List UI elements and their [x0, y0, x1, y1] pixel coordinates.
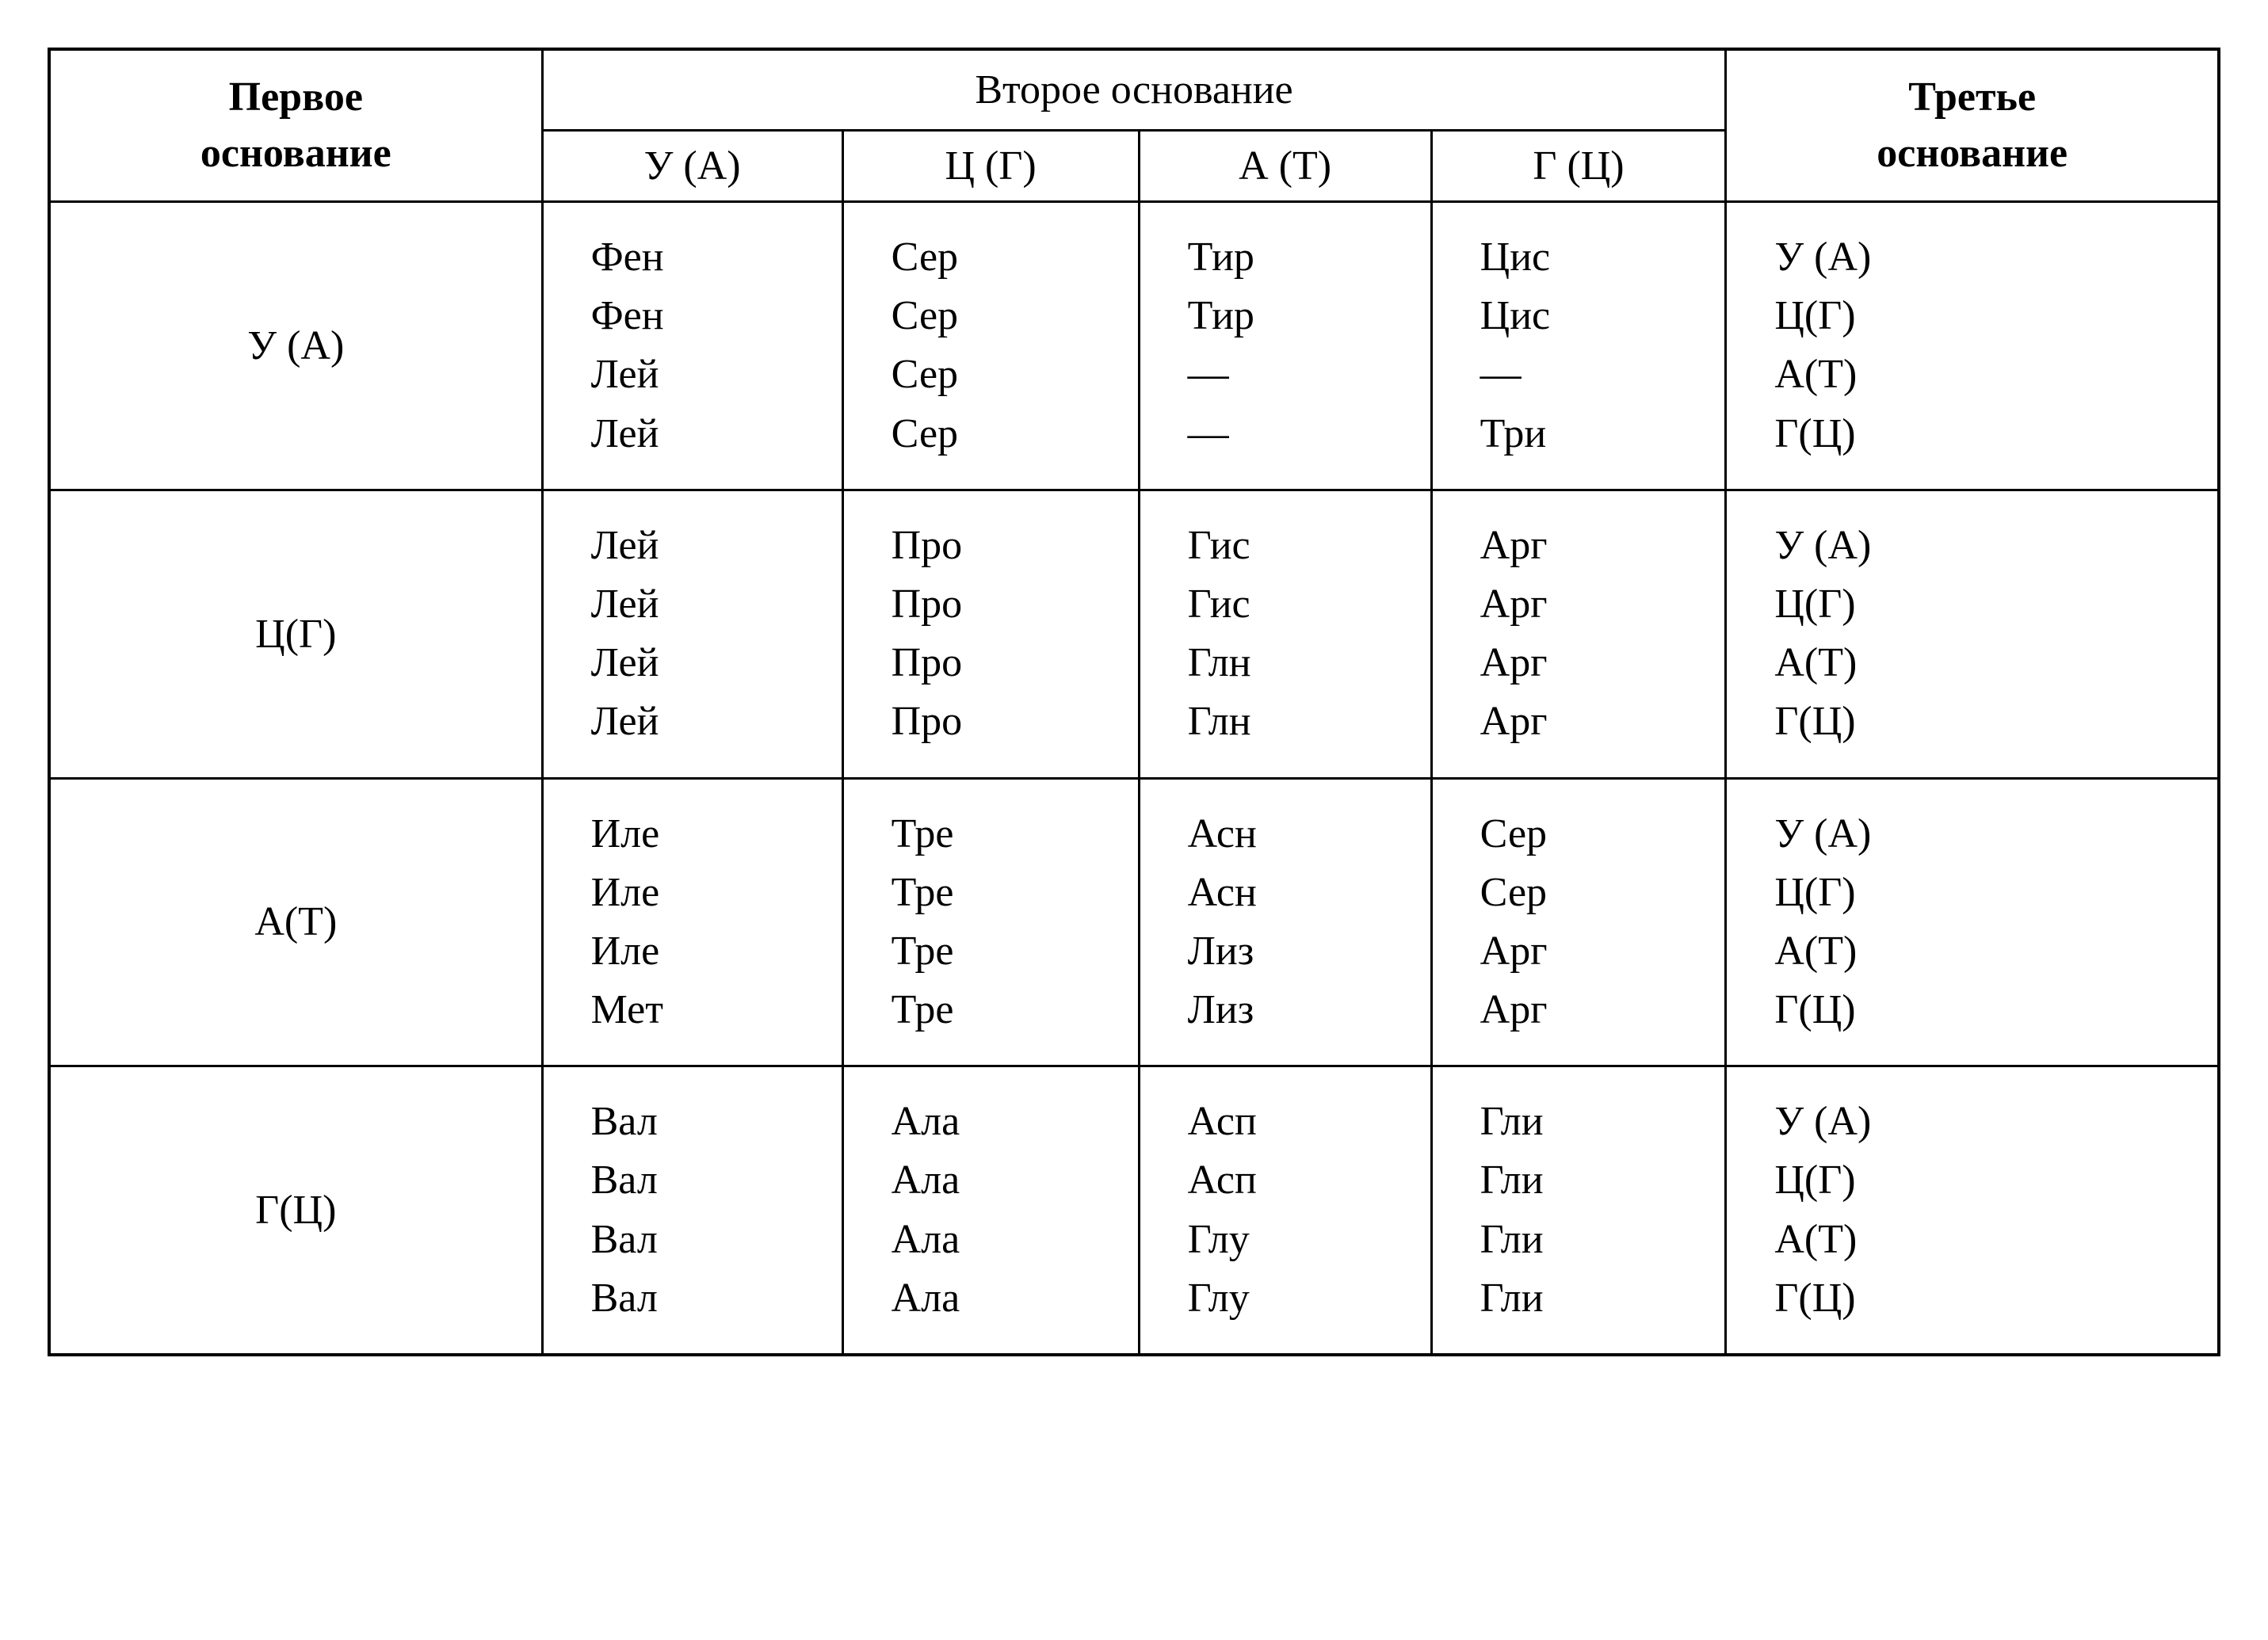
- cell: Тре Тре Тре Тре: [842, 778, 1139, 1066]
- cell: Вал Вал Вал Вал: [542, 1066, 842, 1355]
- cell: Лей Лей Лей Лей: [542, 490, 842, 778]
- row-label-c: Ц(Г): [49, 490, 542, 778]
- header-first-base: Первоеоснование: [49, 49, 542, 202]
- cell: Тир Тир — —: [1139, 202, 1431, 490]
- cell-third-base: У (А) Ц(Г) А(Т) Г(Ц): [1726, 490, 2219, 778]
- cell-third-base: У (А) Ц(Г) А(Т) Г(Ц): [1726, 202, 2219, 490]
- cell: Сер Сер Арг Арг: [1431, 778, 1726, 1066]
- codon-table: Первоеоснование Второе основание Третьео…: [48, 48, 2220, 1356]
- cell: Сер Сер Сер Сер: [842, 202, 1139, 490]
- subheader-a: А (Т): [1139, 131, 1431, 202]
- cell: Цис Цис — Три: [1431, 202, 1726, 490]
- subheader-c: Ц (Г): [842, 131, 1139, 202]
- header-third-base: Третьеоснование: [1726, 49, 2219, 202]
- table-row: А(Т) Иле Иле Иле Мет Тре Тре Тре Тре: [49, 778, 2219, 1066]
- subheader-u: У (А): [542, 131, 842, 202]
- row-label-g: Г(Ц): [49, 1066, 542, 1355]
- cell: Фен Фен Лей Лей: [542, 202, 842, 490]
- subheader-g: Г (Ц): [1431, 131, 1726, 202]
- header-second-base: Второе основание: [542, 49, 1726, 131]
- cell: Гис Гис Глн Глн: [1139, 490, 1431, 778]
- cell: Гли Гли Гли Гли: [1431, 1066, 1726, 1355]
- row-label-u: У (А): [49, 202, 542, 490]
- cell: Арг Арг Арг Арг: [1431, 490, 1726, 778]
- cell: Асп Асп Глу Глу: [1139, 1066, 1431, 1355]
- cell-third-base: У (А) Ц(Г) А(Т) Г(Ц): [1726, 1066, 2219, 1355]
- table-row: Г(Ц) Вал Вал Вал Вал Ала Ала Ала Ала: [49, 1066, 2219, 1355]
- row-label-a: А(Т): [49, 778, 542, 1066]
- cell: Про Про Про Про: [842, 490, 1139, 778]
- cell: Иле Иле Иле Мет: [542, 778, 842, 1066]
- cell: Асн Асн Лиз Лиз: [1139, 778, 1431, 1066]
- table-row: У (А) Фен Фен Лей Лей Сер Сер Сер Сер: [49, 202, 2219, 490]
- cell: Ала Ала Ала Ала: [842, 1066, 1139, 1355]
- table-row: Ц(Г) Лей Лей Лей Лей Про Про Про Про: [49, 490, 2219, 778]
- cell-third-base: У (А) Ц(Г) А(Т) Г(Ц): [1726, 778, 2219, 1066]
